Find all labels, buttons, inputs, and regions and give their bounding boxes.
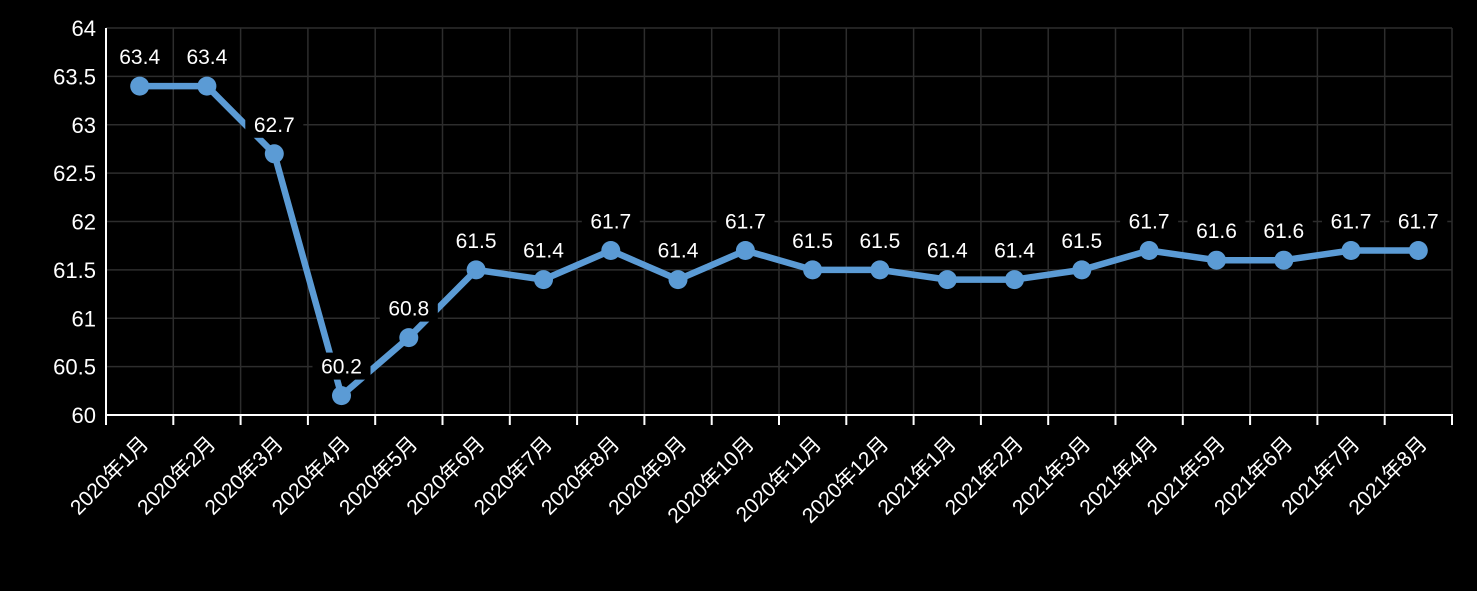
data-point-marker	[466, 260, 486, 280]
data-label: 60.8	[388, 298, 429, 321]
data-label: 63.4	[186, 46, 227, 69]
data-label: 61.6	[1263, 220, 1304, 243]
data-label: 61.7	[590, 211, 631, 234]
data-label-background	[245, 110, 304, 138]
data-label-background	[1254, 217, 1313, 245]
data-label: 61.5	[456, 230, 497, 253]
data-label: 61.7	[725, 211, 766, 234]
data-label-background	[918, 236, 977, 264]
data-label-background	[850, 226, 909, 254]
y-axis-tick-label: 62	[72, 210, 96, 235]
data-label-background	[1389, 207, 1448, 235]
y-axis-tick-label: 62.5	[53, 161, 96, 186]
y-axis-tick-label: 63	[72, 113, 96, 138]
data-label-background	[1052, 226, 1111, 254]
y-axis-tick-label: 60.5	[53, 355, 96, 380]
data-point-marker	[332, 386, 351, 406]
data-point-marker	[1408, 241, 1428, 260]
data-point-marker	[937, 270, 957, 290]
data-label-background	[379, 294, 438, 322]
data-point-marker	[735, 241, 755, 260]
data-label-background	[1187, 217, 1246, 245]
y-axis-tick-label: 61	[72, 306, 96, 331]
data-label-background	[716, 207, 775, 235]
data-label-background	[649, 236, 707, 264]
data-label-background	[110, 43, 169, 71]
data-label: 61.4	[994, 240, 1035, 263]
data-label: 60.2	[321, 356, 362, 379]
data-label-background	[514, 236, 573, 264]
data-point-marker	[1005, 270, 1024, 290]
data-label-background	[312, 352, 371, 380]
data-label: 61.4	[523, 240, 564, 263]
data-point-marker	[803, 260, 823, 280]
data-label-background	[1322, 207, 1380, 235]
data-point-marker	[668, 270, 688, 290]
data-label-background	[783, 226, 842, 254]
y-axis-tick-label: 63.5	[53, 64, 96, 89]
data-label: 61.4	[658, 240, 699, 263]
data-label: 61.7	[1398, 211, 1439, 234]
data-label: 61.5	[859, 230, 900, 253]
data-label: 61.5	[1061, 230, 1102, 253]
data-label-background	[581, 207, 640, 235]
data-point-marker	[1274, 250, 1294, 270]
data-point-marker	[399, 328, 419, 348]
data-point-marker	[870, 260, 890, 280]
data-label-background	[447, 226, 506, 254]
data-label: 61.5	[792, 230, 833, 253]
data-point-marker	[264, 144, 284, 164]
data-label-background	[1120, 207, 1179, 235]
y-axis-tick-label: 64	[72, 16, 96, 41]
data-point-marker	[1207, 250, 1226, 270]
data-label: 61.4	[927, 240, 968, 263]
y-axis-tick-label: 61.5	[53, 258, 96, 283]
data-label-background	[177, 43, 236, 71]
data-point-marker	[1341, 241, 1361, 260]
data-label: 61.7	[1129, 211, 1170, 234]
data-point-marker	[534, 270, 553, 290]
data-point-marker	[601, 241, 621, 260]
data-point-marker	[1139, 241, 1159, 260]
data-label: 62.7	[254, 114, 295, 137]
data-label: 61.7	[1331, 211, 1372, 234]
data-label-background	[985, 236, 1044, 264]
data-label: 61.6	[1196, 220, 1237, 243]
data-label: 63.4	[119, 46, 160, 69]
data-point-marker	[130, 76, 150, 96]
y-axis-tick-label: 60	[72, 403, 96, 428]
data-point-marker	[1072, 260, 1092, 280]
data-point-marker	[197, 76, 217, 96]
series-line	[136, 82, 1422, 399]
